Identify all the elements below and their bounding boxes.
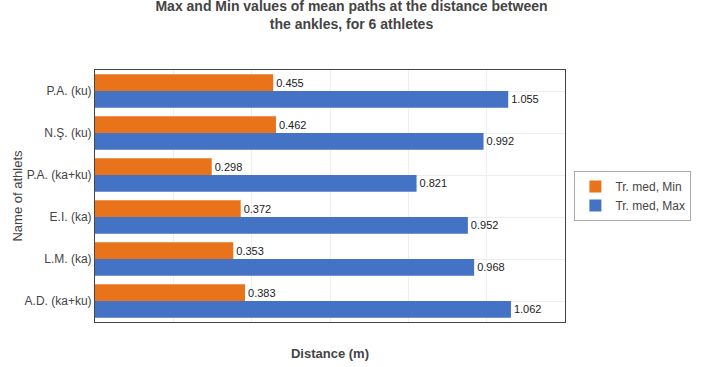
svg-text:0.298: 0.298 — [215, 161, 243, 173]
svg-text:P.A. (ku): P.A. (ku) — [46, 84, 91, 98]
svg-text:Tr. med, Min: Tr. med, Min — [615, 180, 681, 194]
svg-text:0.372: 0.372 — [244, 203, 272, 215]
svg-text:A.D. (ka+ku): A.D. (ka+ku) — [25, 294, 92, 308]
svg-text:0.952: 0.952 — [471, 219, 499, 231]
svg-text:Tr. med, Max: Tr. med, Max — [615, 199, 685, 213]
svg-text:N.Ş. (ku): N.Ş. (ku) — [44, 126, 91, 140]
svg-text:0.455: 0.455 — [276, 77, 304, 89]
svg-text:1.062: 1.062 — [514, 303, 542, 315]
svg-text:0.462: 0.462 — [279, 119, 307, 131]
svg-text:0.968: 0.968 — [477, 261, 505, 273]
svg-text:P.A. (ka+ku): P.A. (ka+ku) — [27, 168, 92, 182]
svg-text:L.M. (ka): L.M. (ka) — [44, 252, 91, 266]
svg-text:Distance (m): Distance (m) — [291, 346, 369, 361]
svg-text:Name of athlets: Name of athlets — [10, 150, 25, 242]
svg-text:Max and Min values of mean pat: Max and Min values of mean paths at the … — [155, 0, 547, 32]
svg-text:0.353: 0.353 — [236, 245, 264, 257]
svg-text:E.I. (ka): E.I. (ka) — [50, 210, 92, 224]
svg-text:0.992: 0.992 — [487, 135, 515, 147]
svg-text:0.821: 0.821 — [420, 177, 448, 189]
svg-text:0.383: 0.383 — [248, 287, 276, 299]
svg-text:1.055: 1.055 — [511, 93, 539, 105]
